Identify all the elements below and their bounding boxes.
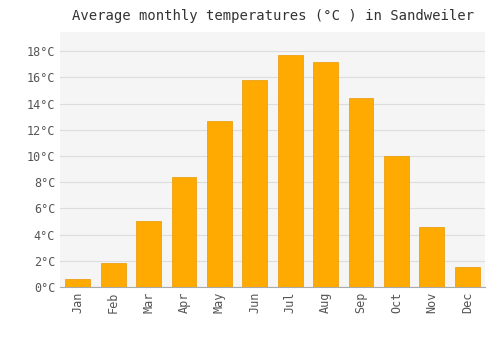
Title: Average monthly temperatures (°C ) in Sandweiler: Average monthly temperatures (°C ) in Sa… (72, 9, 473, 23)
Bar (348, 98, 374, 287)
Bar (384, 156, 409, 287)
Bar (455, 267, 479, 287)
Bar (278, 55, 302, 287)
Bar (207, 121, 232, 287)
Bar (313, 62, 338, 287)
Bar (172, 177, 196, 287)
Bar (66, 279, 90, 287)
Bar (242, 80, 267, 287)
Bar (136, 222, 161, 287)
Bar (100, 264, 126, 287)
Bar (420, 227, 444, 287)
